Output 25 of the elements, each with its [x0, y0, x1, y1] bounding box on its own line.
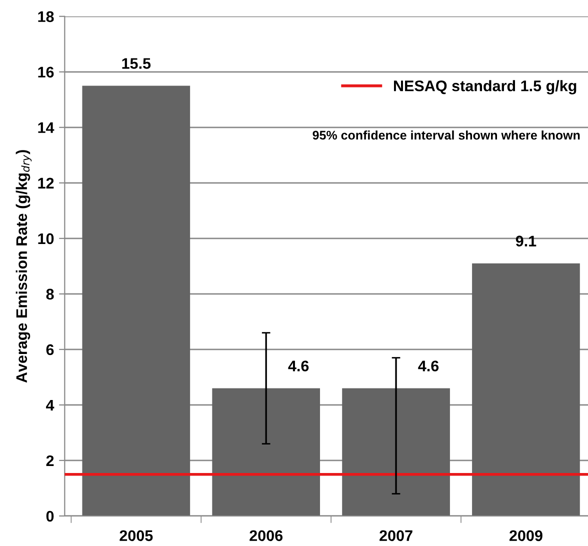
y-tick-label: 0: [46, 510, 54, 522]
y-tick-label: 8: [46, 288, 54, 300]
data-label: 15.5: [122, 58, 151, 69]
y-tick-label: 18: [38, 11, 54, 22]
y-tick-label: 10: [38, 233, 54, 244]
data-label: 4.6: [288, 360, 309, 372]
data-label: 4.6: [418, 360, 439, 372]
bar: [472, 263, 580, 516]
y-axis-title: Average Emission Rate (g/kg$_{dry}$): [16, 150, 32, 383]
x-tick-label: 2009: [510, 530, 542, 542]
x-tick-label: 2006: [250, 530, 283, 542]
bar: [212, 388, 320, 516]
legend-label: NESAQ standard 1.5 g/kg: [394, 80, 576, 94]
x-tick-label: 2005: [120, 530, 153, 542]
y-tick-label: 2: [46, 455, 54, 466]
y-tick-label: 6: [46, 344, 54, 356]
y-tick-label: 14: [38, 122, 54, 133]
bar: [82, 86, 190, 516]
y-tick-label: 16: [38, 66, 54, 78]
y-tick-label: 12: [38, 178, 54, 188]
bar: [342, 388, 450, 516]
annotation: 95% confidence interval shown where known: [312, 130, 580, 140]
y-tick-label: 4: [46, 400, 54, 410]
data-label: 9.1: [516, 236, 536, 246]
x-tick-label: 2007: [380, 530, 412, 542]
